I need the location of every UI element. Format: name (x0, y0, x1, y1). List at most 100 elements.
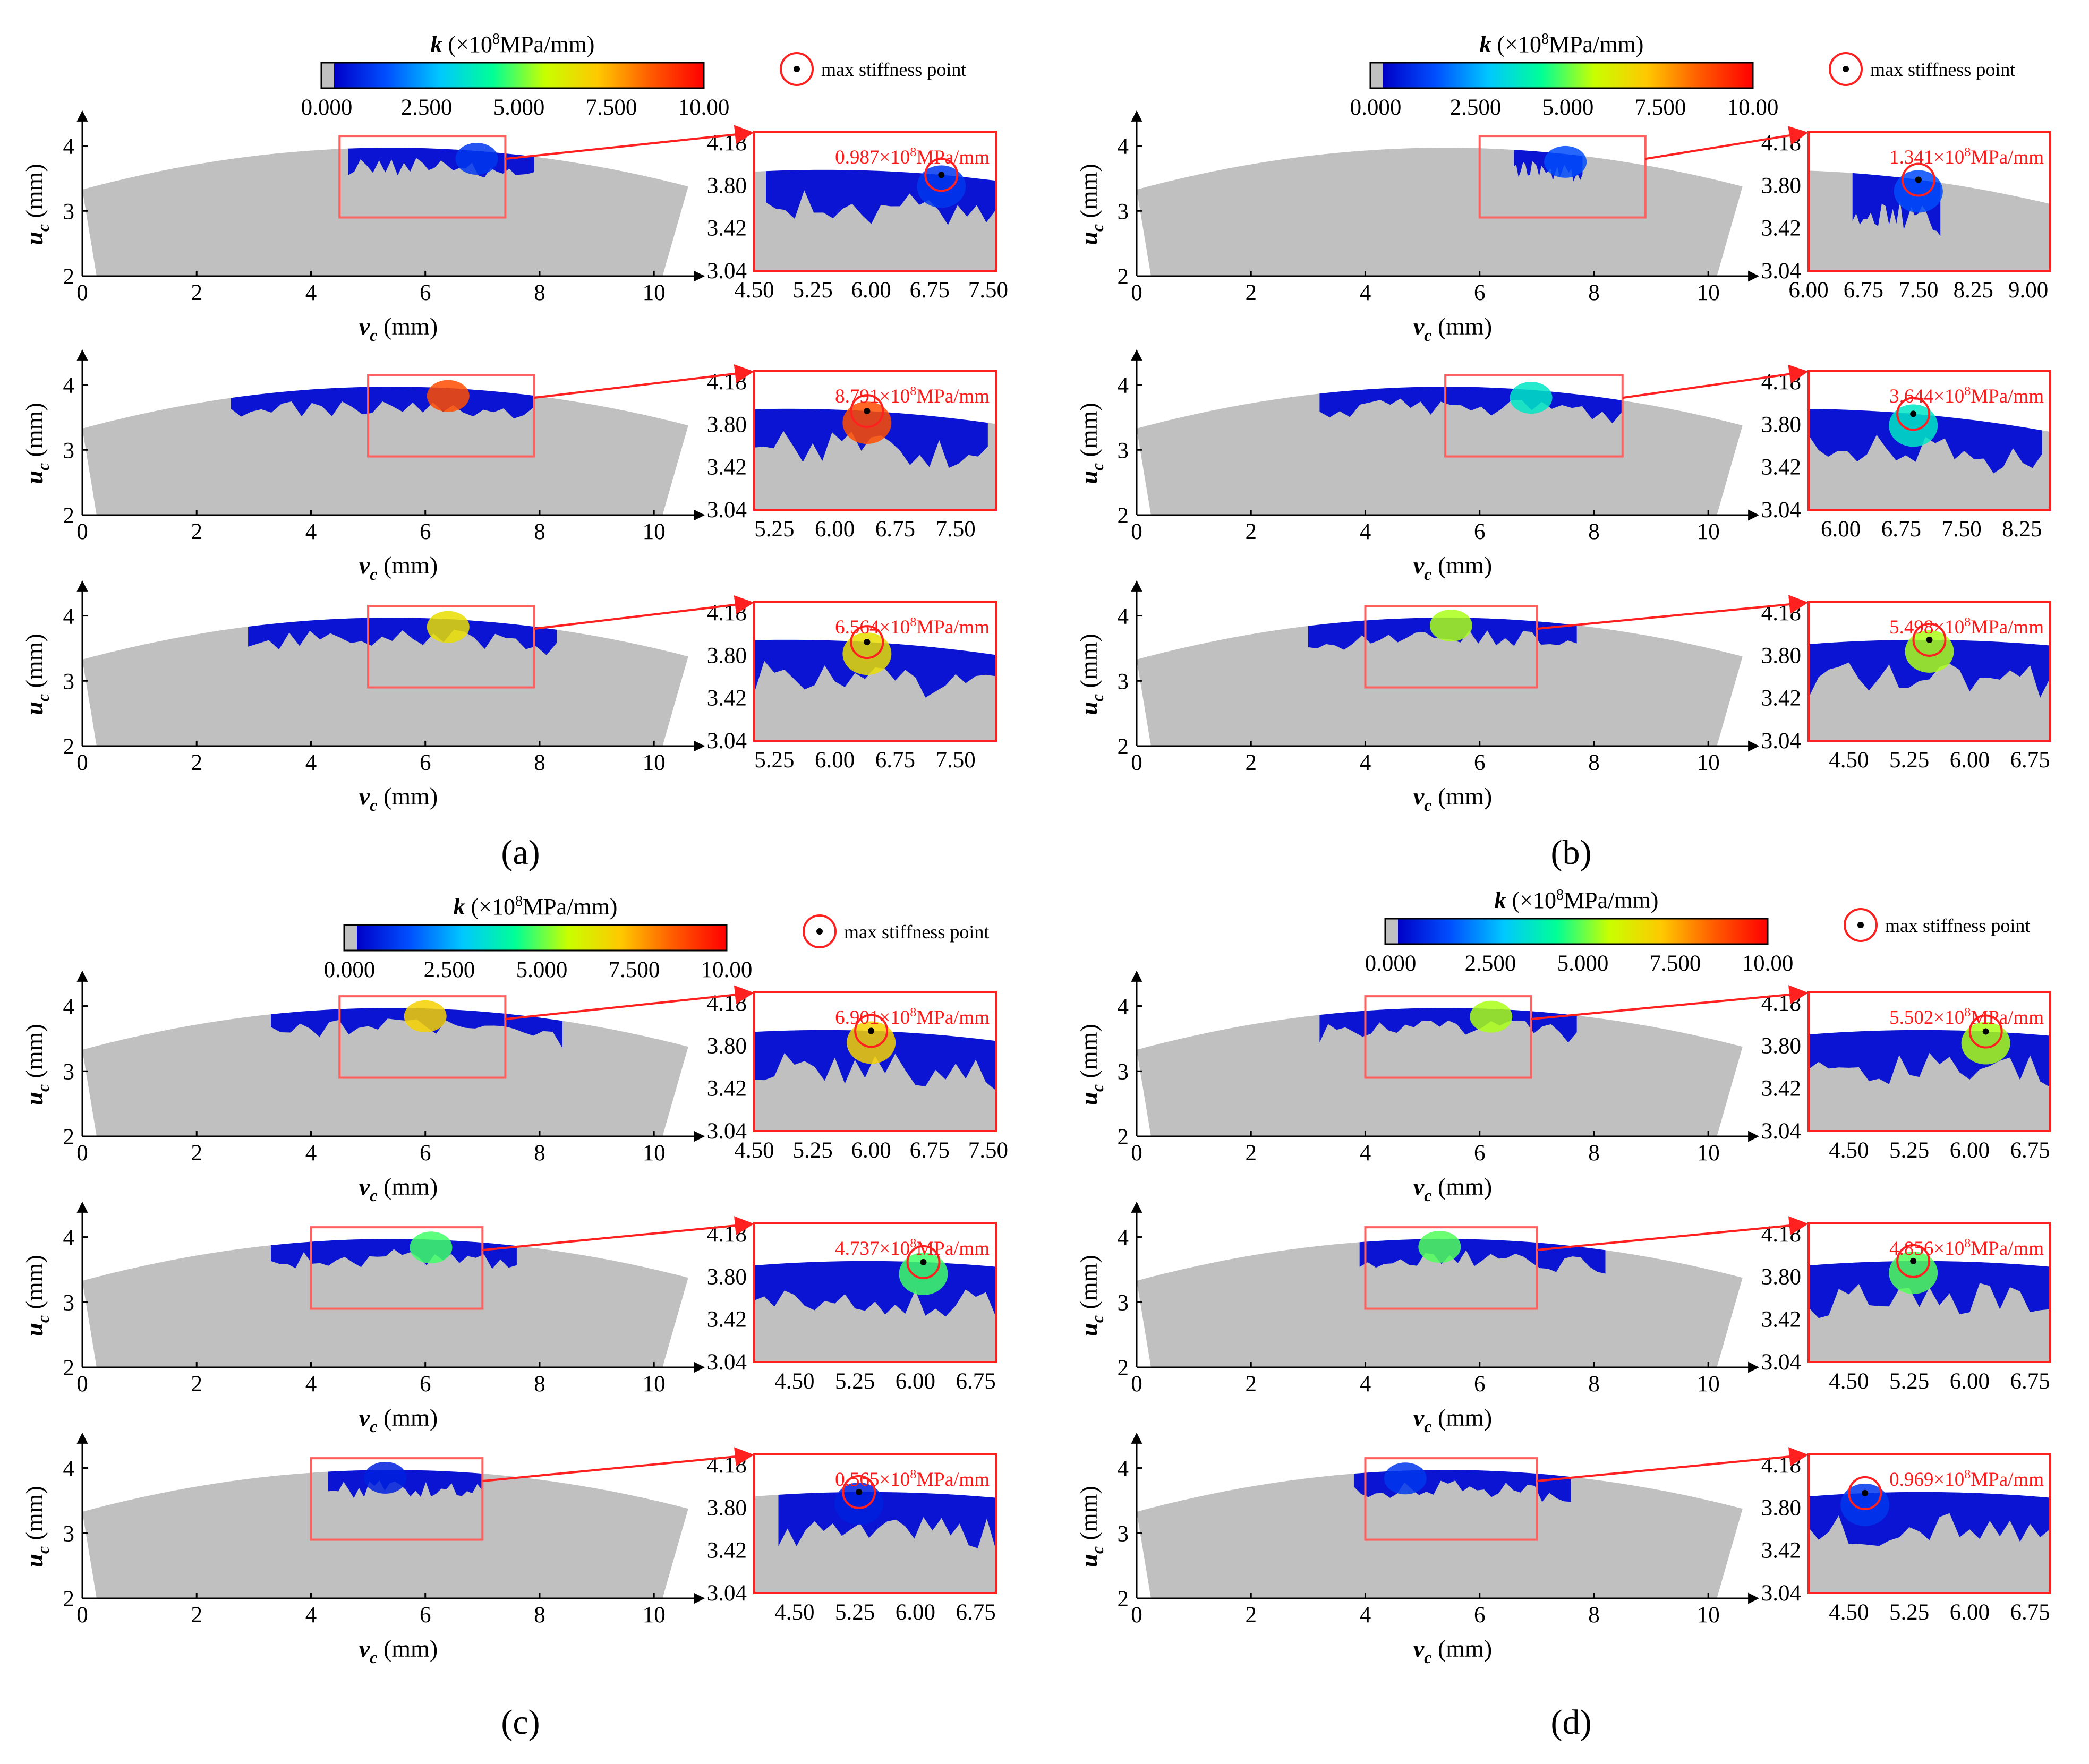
zoom-y-tick-label: 3.42 (707, 455, 747, 480)
zoom-peak-blob (1840, 1483, 1890, 1526)
zoom-selection-box (338, 135, 507, 219)
zoom-x-tick-label: 5.25 (835, 1600, 875, 1625)
zoom-arrow (533, 364, 754, 399)
y-axis-label: uc (mm) (1075, 1024, 1107, 1106)
colorbar-tick-label: 10.00 (1742, 951, 1794, 976)
x-tick-label: 2 (1245, 750, 1257, 775)
stiffness-peak-blob (1384, 1462, 1427, 1495)
zoom-arrow (1531, 985, 1809, 1021)
x-tick-label: 2 (1245, 1603, 1257, 1628)
zoom-y-tick-label: 3.42 (1761, 1538, 1801, 1563)
y-tick-label: 4 (1118, 604, 1129, 629)
zoom-arrow (1537, 1447, 1809, 1483)
colorbar-tick-label: 0.000 (1365, 951, 1417, 976)
zoom-inset: 4.856×108MPa/mm4.183.803.423.044.50 5.25 6… (1761, 1222, 2051, 1394)
zoom-x-tick-label: 6.75 (2010, 1138, 2050, 1163)
max-stiffness-point (868, 1027, 875, 1034)
zoom-x-tick-label: 7.50 (1942, 517, 1982, 542)
y-axis-label: uc (mm) (21, 164, 53, 245)
x-tick-label: 10 (643, 750, 666, 775)
colorbar-gray-swatch (1385, 919, 1398, 944)
y-tick-label: 3 (63, 1290, 75, 1315)
y-tick-label: 3 (1118, 438, 1129, 463)
colorbar-frame (1369, 62, 1754, 89)
y-axis-label: uc (mm) (1075, 1255, 1107, 1337)
x-axis-label: vc (mm) (359, 1635, 438, 1667)
x-tick-label: 4 (305, 750, 317, 775)
x-tick-label: 10 (1697, 1141, 1720, 1166)
x-tick-label: 2 (191, 750, 202, 775)
x-tick-label: 2 (191, 280, 202, 305)
x-tick-label: 8 (1588, 750, 1600, 775)
zoom-x-tick-label: 6.00 (1950, 1369, 1990, 1394)
legend-circle-icon (1844, 908, 1878, 942)
colorbar-tick-label: 7.500 (1635, 95, 1686, 120)
colorbar-tick-label: 0.000 (1350, 95, 1402, 120)
zoom-stiffness-region (754, 408, 988, 468)
x-axis-label: vc (mm) (1413, 313, 1492, 345)
zoom-x-tick-label: 4.50 (1829, 1138, 1869, 1163)
x-tick-label: 8 (1588, 280, 1600, 305)
y-tick-label: 2 (63, 503, 75, 528)
y-tick-label: 4 (1118, 134, 1129, 159)
colorbar-tick-label: 7.500 (609, 957, 660, 982)
zoom-y-tick-label: 3.04 (1761, 1581, 1801, 1606)
zoom-y-tick-label: 3.80 (707, 1033, 747, 1058)
x-tick-label: 0 (1131, 1372, 1142, 1397)
zoom-frame (1807, 1453, 2051, 1594)
zoom-y-tick-label: 3.80 (1761, 643, 1801, 668)
max-stiffness-circle (854, 1014, 889, 1048)
y-axis-label: uc (mm) (21, 1486, 53, 1568)
x-tick-label: 10 (643, 1141, 666, 1166)
contact-surface (1137, 148, 1743, 276)
zoom-frame (753, 1222, 997, 1363)
max-stiffness-point (920, 1258, 927, 1265)
max-stiffness-circle (1901, 162, 1935, 197)
colorbar-tick-label: 7.500 (586, 95, 637, 120)
zoom-peak-blob (1905, 630, 1954, 673)
zoom-stiffness-region (1809, 1261, 2050, 1318)
x-tick-label: 8 (1588, 1141, 1600, 1166)
zoom-arrow (1622, 364, 1809, 399)
zoom-x-tick-label: 6.75 (956, 1369, 995, 1394)
contact-surface (82, 1008, 688, 1136)
zoom-x-tick-label: 4.50 (1829, 1600, 1869, 1625)
zoom-frame (753, 601, 997, 742)
zoom-frame (1807, 991, 2051, 1132)
y-tick-label: 3 (63, 438, 75, 463)
x-tick-label: 10 (643, 280, 666, 305)
x-tick-label: 0 (76, 280, 88, 305)
max-stiffness-circle (906, 1245, 941, 1279)
zoom-x-tick-label: 6.00 (1950, 1138, 1990, 1163)
contact-surface (1137, 1239, 1743, 1367)
zoom-frame (753, 991, 997, 1132)
zoom-arrow (505, 985, 754, 1021)
zoom-y-tick-label: 3.04 (707, 1581, 747, 1606)
max-stiffness-circle (1968, 1014, 2003, 1049)
x-tick-label: 4 (305, 519, 317, 544)
colorbar: k (×108MPa/mm) 0.000 2.500 5.000 7.500 10.00 m… (324, 893, 990, 982)
x-tick-label: 8 (1588, 519, 1600, 544)
y-tick-label: 2 (1118, 734, 1129, 759)
x-tick-label: 6 (1474, 750, 1486, 775)
zoom-selection-box (310, 1457, 484, 1541)
zoom-peak-blob (834, 1482, 884, 1525)
x-tick-label: 8 (534, 750, 545, 775)
x-tick-label: 0 (76, 1603, 88, 1628)
colorbar-tick-label: 2.500 (1450, 95, 1502, 120)
zoom-x-tick-label: 7.50 (936, 517, 976, 542)
zoom-x-tick-label: 6.00 (1950, 748, 1990, 773)
zoom-x-tick-label: 6.75 (2010, 1369, 2050, 1394)
zoom-stiffness-region (754, 639, 996, 698)
colorbar-title: k (×108MPa/mm) (1495, 887, 1659, 913)
max-stiffness-circle (924, 158, 959, 192)
zoom-inset: 5.502×108MPa/mm4.183.803.423.044.50 5.25 6… (1761, 991, 2051, 1163)
zoom-inset: 4.737×108MPa/mm4.183.803.423.044.50 5.25 6… (707, 1222, 997, 1394)
x-axis-label: vc (mm) (1413, 1173, 1492, 1205)
